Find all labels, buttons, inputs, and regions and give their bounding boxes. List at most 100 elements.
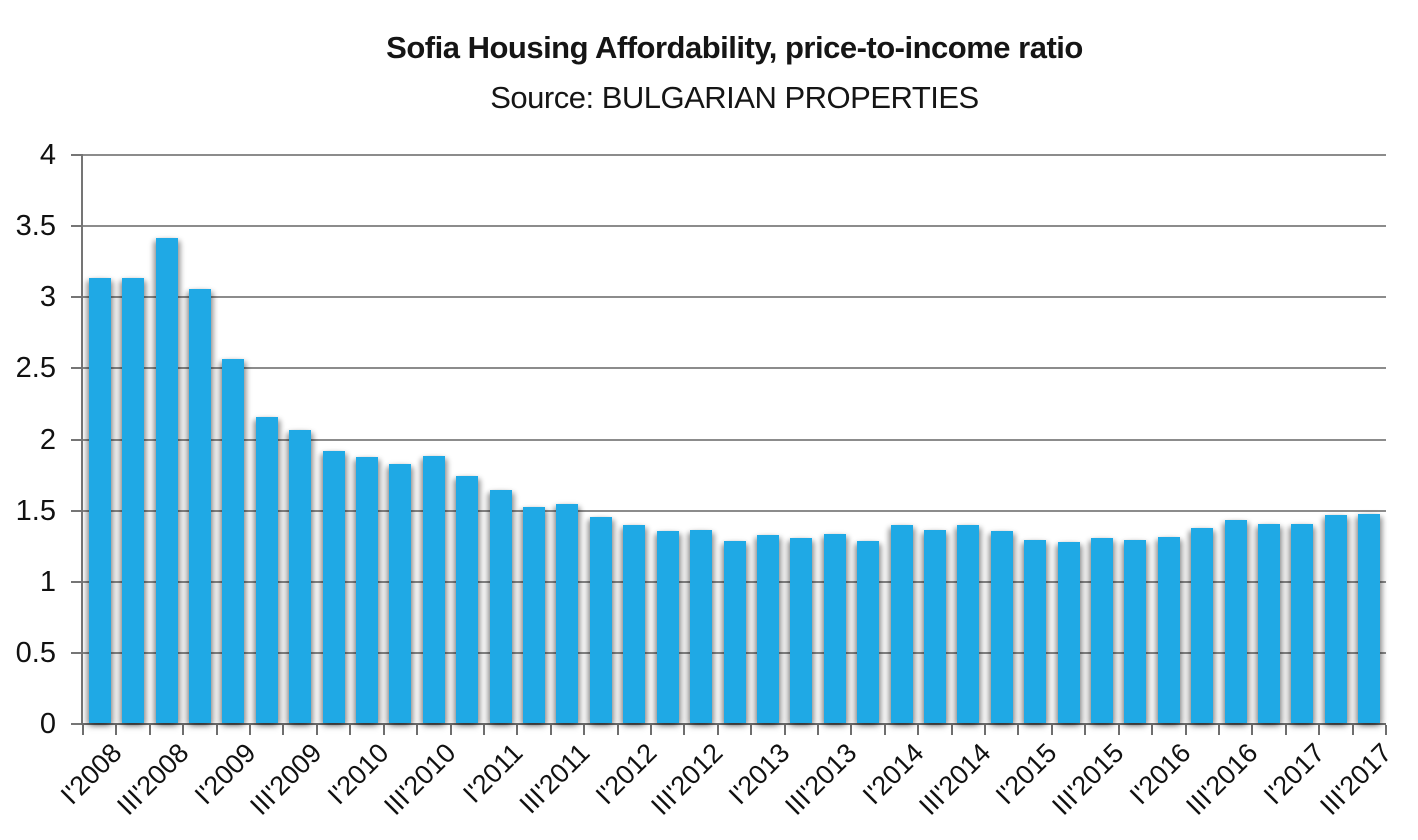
bar [1291,523,1314,723]
bar [122,277,145,723]
x-axis-label: III'2012 [645,737,729,821]
x-tick [416,725,419,735]
x-axis-label: III'2017 [1313,737,1398,821]
chart-title: Sofia Housing Affordability, price-to-in… [386,30,1083,65]
y-tick [71,723,81,725]
bar [489,489,512,723]
y-gridline [83,154,1386,156]
y-axis-label: 1 [39,565,56,598]
y-axis-label: 3 [39,281,56,314]
chart-subtitle: Source: BULGARIAN PROPERTIES [490,80,979,115]
bar [823,533,846,723]
x-tick [1184,725,1187,735]
x-tick [1151,725,1154,735]
y-axis-line [81,154,83,725]
x-tick [917,725,920,735]
y-tick [71,296,81,299]
x-axis-label: III'2014 [912,737,997,821]
x-tick [649,725,652,735]
bar [355,457,378,723]
x-tick [1251,725,1254,735]
y-tick [71,367,81,370]
bar [1091,538,1113,723]
x-axis-label: III'2015 [1046,737,1130,821]
y-gridline [83,509,1386,512]
bar [790,538,813,723]
x-tick [616,725,619,735]
x-tick [1351,725,1354,735]
y-gridline [83,367,1386,370]
bar [1191,528,1214,723]
x-tick [883,725,886,735]
bar [1358,513,1381,723]
x-tick [783,725,786,735]
x-tick [516,725,519,735]
bar [756,535,779,723]
bar [957,525,980,723]
x-tick [850,725,853,735]
x-tick [249,725,252,735]
x-tick [449,725,452,735]
x-tick [683,725,686,735]
bar [88,277,111,723]
x-tick [1017,725,1020,735]
x-tick [950,725,953,735]
y-axis-label: 2 [39,423,56,456]
x-tick [482,725,485,735]
bar [1024,539,1047,723]
y-tick [71,580,81,583]
x-tick [115,725,118,735]
y-axis-label: 3.5 [15,210,56,243]
x-tick [315,725,318,735]
bar [623,525,646,723]
bar [723,540,746,723]
bar [1324,515,1347,723]
bar [890,525,913,723]
x-axis-label: III'2010 [378,737,462,821]
x-tick [984,725,987,735]
x-tick [716,725,719,735]
bar [523,506,546,723]
x-tick [750,725,753,735]
x-tick [182,725,185,735]
y-tick [71,438,81,441]
x-tick [549,725,552,735]
x-tick [1284,725,1287,735]
bar [289,429,312,723]
bar [923,529,946,723]
x-tick [817,725,820,735]
y-axis-label: 2.5 [15,352,56,385]
y-gridline [83,225,1386,228]
x-tick [1050,725,1053,735]
bar [556,503,579,723]
x-tick [1318,725,1321,735]
x-tick [1084,725,1087,735]
bar [1224,519,1247,723]
y-tick [71,651,81,654]
x-tick [215,725,218,735]
bar [456,475,479,723]
bar [1258,523,1281,723]
bar [322,451,345,723]
bar [990,530,1013,723]
bar [589,516,612,723]
y-tick [71,225,81,228]
x-tick [148,725,151,735]
bar [188,289,211,723]
y-tick [71,154,81,156]
x-tick [1217,725,1220,735]
bar [222,358,245,723]
bar [389,464,412,723]
x-tick [382,725,385,735]
x-tick [1385,725,1387,735]
x-axis-label: III'2016 [1180,737,1264,821]
bar [1157,536,1180,723]
y-gridline [83,438,1386,441]
x-axis-line [81,723,1386,725]
y-axis-label: 0.5 [15,636,56,669]
plot-area [71,154,1387,735]
bar [155,237,178,723]
y-axis-label: 0 [39,708,56,740]
x-tick [583,725,586,735]
